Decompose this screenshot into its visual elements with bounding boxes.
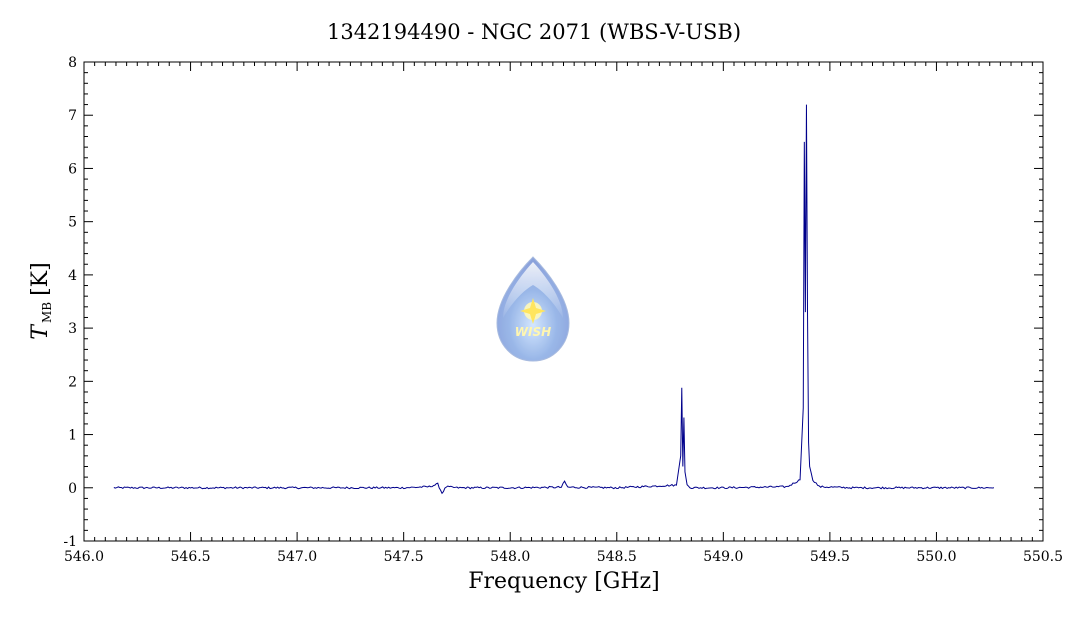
y-tick-label: -1 xyxy=(63,534,77,550)
wish-logo-watermark: WISH xyxy=(496,256,570,362)
y-tick-label: 3 xyxy=(68,321,77,337)
x-tick-label: 546.0 xyxy=(64,549,104,565)
x-tick-label: 550.5 xyxy=(1023,549,1063,565)
y-axis-symbol: T xyxy=(28,323,53,340)
spectrum-series-line xyxy=(113,104,995,495)
x-tick-label: 549.5 xyxy=(810,549,850,565)
chart-title: 1342194490 - NGC 2071 (WBS-V-USB) xyxy=(327,20,741,44)
y-axis-unit: [K] xyxy=(28,262,53,296)
y-tick-label: 5 xyxy=(68,215,77,231)
x-tick-label: 548.0 xyxy=(490,549,530,565)
y-tick-label: 2 xyxy=(68,374,77,390)
y-tick-label: 4 xyxy=(68,268,77,284)
y-tick-label: 0 xyxy=(68,481,77,497)
y-tick-label: 8 xyxy=(68,55,77,71)
x-tick-label: 547.0 xyxy=(277,549,317,565)
x-tick-label: 547.5 xyxy=(384,549,424,565)
svg-text:TMB[K]: TMB [K] xyxy=(28,262,54,339)
y-axis-label: TMB [K] xyxy=(28,262,54,339)
x-axis-label: Frequency [GHz] xyxy=(468,569,660,594)
y-axis-subscript: MB xyxy=(40,302,54,323)
x-tick-label: 549.0 xyxy=(703,549,743,565)
watermark-text: WISH xyxy=(515,325,551,339)
x-tick-label: 548.5 xyxy=(597,549,637,565)
y-tick-label: 7 xyxy=(68,108,77,124)
x-tick-label: 550.0 xyxy=(916,549,956,565)
y-tick-label: 6 xyxy=(68,161,77,177)
x-tick-label: 546.5 xyxy=(171,549,211,565)
y-tick-label: 1 xyxy=(68,428,77,444)
